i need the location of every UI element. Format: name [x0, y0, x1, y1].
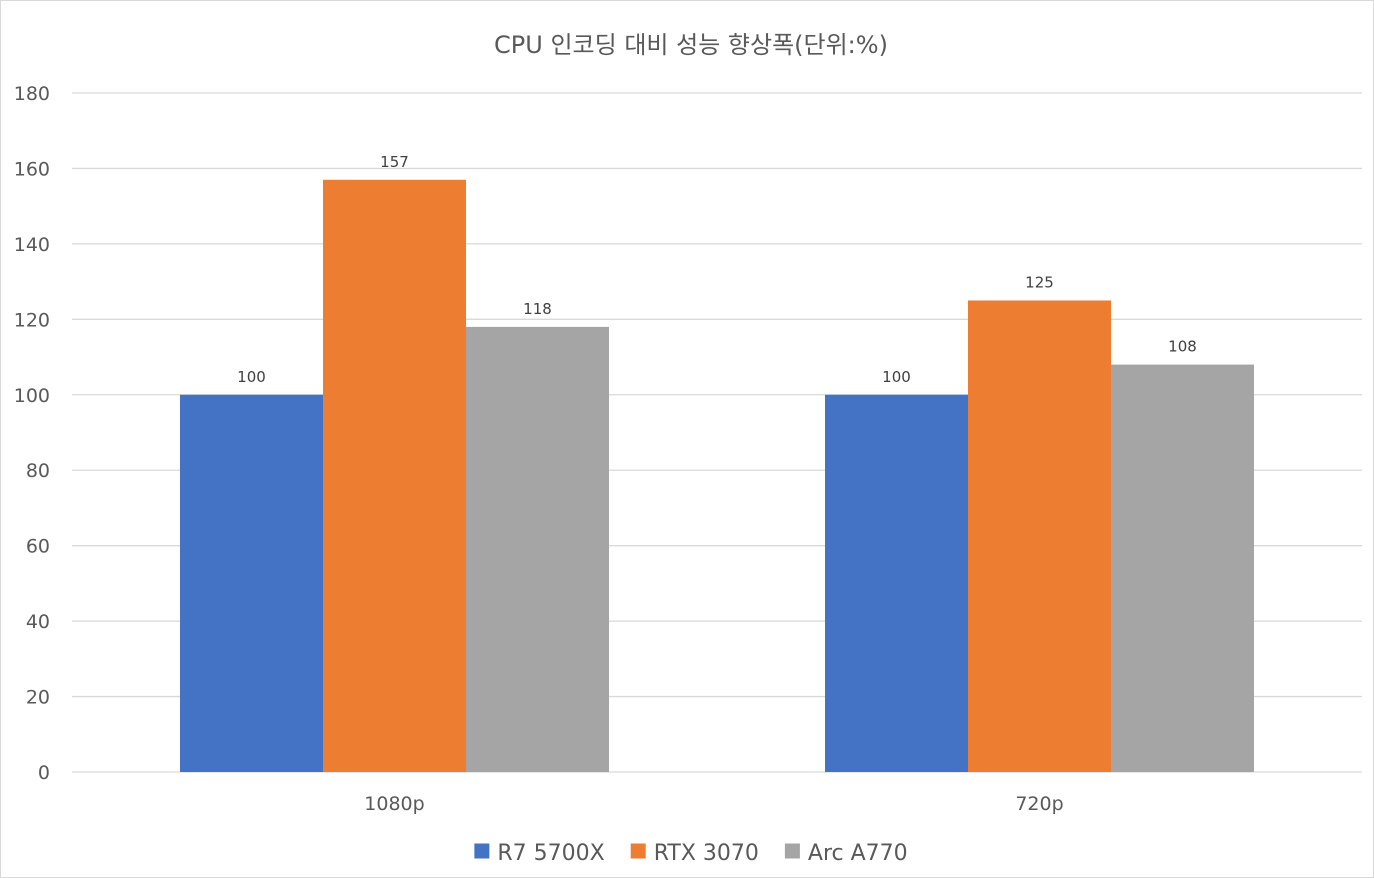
legend-swatch: [784, 843, 800, 859]
y-axis-tick-labels: 0 20 40 60 80 100 120 140 160 180: [14, 83, 50, 784]
data-label: 157: [380, 153, 409, 171]
data-labels: 100 157 118 100 125 108: [237, 153, 1197, 386]
legend-label: R7 5700X: [497, 841, 604, 866]
chart-title: CPU 인코딩 대비 성능 향상폭(단위:%): [494, 31, 888, 59]
category-label: 1080p: [364, 793, 424, 815]
legend-swatch: [474, 843, 490, 859]
legend-item: Arc A770: [784, 841, 908, 866]
y-tick-label: 160: [14, 158, 50, 180]
data-label: 125: [1025, 273, 1054, 291]
category-label: 720p: [1015, 793, 1063, 815]
y-tick-label: 40: [26, 611, 50, 633]
x-axis-category-labels: 1080p 720p: [364, 793, 1063, 815]
y-tick-label: 180: [14, 83, 50, 105]
legend-swatch: [630, 843, 646, 859]
data-label: 118: [523, 300, 552, 318]
bar: [466, 326, 609, 772]
y-tick-label: 60: [26, 536, 50, 558]
y-tick-label: 120: [14, 309, 50, 331]
y-tick-label: 0: [38, 762, 50, 784]
y-tick-label: 20: [26, 687, 50, 709]
legend: R7 5700X RTX 3070 Arc A770: [474, 841, 908, 866]
bar: [1111, 364, 1254, 772]
legend-label: RTX 3070: [654, 841, 759, 866]
data-label: 108: [1168, 338, 1197, 356]
data-label: 100: [882, 368, 911, 386]
bars: [180, 179, 1254, 772]
legend-label: Arc A770: [808, 841, 908, 866]
y-tick-label: 100: [14, 385, 50, 407]
y-tick-label: 80: [26, 460, 50, 482]
legend-item: RTX 3070: [630, 841, 759, 866]
bar: [968, 300, 1111, 772]
legend-item: R7 5700X: [474, 841, 605, 866]
data-label: 100: [237, 368, 266, 386]
y-tick-label: 140: [14, 234, 50, 256]
bar: [180, 394, 323, 772]
bar: [825, 394, 968, 772]
bar: [323, 179, 466, 772]
